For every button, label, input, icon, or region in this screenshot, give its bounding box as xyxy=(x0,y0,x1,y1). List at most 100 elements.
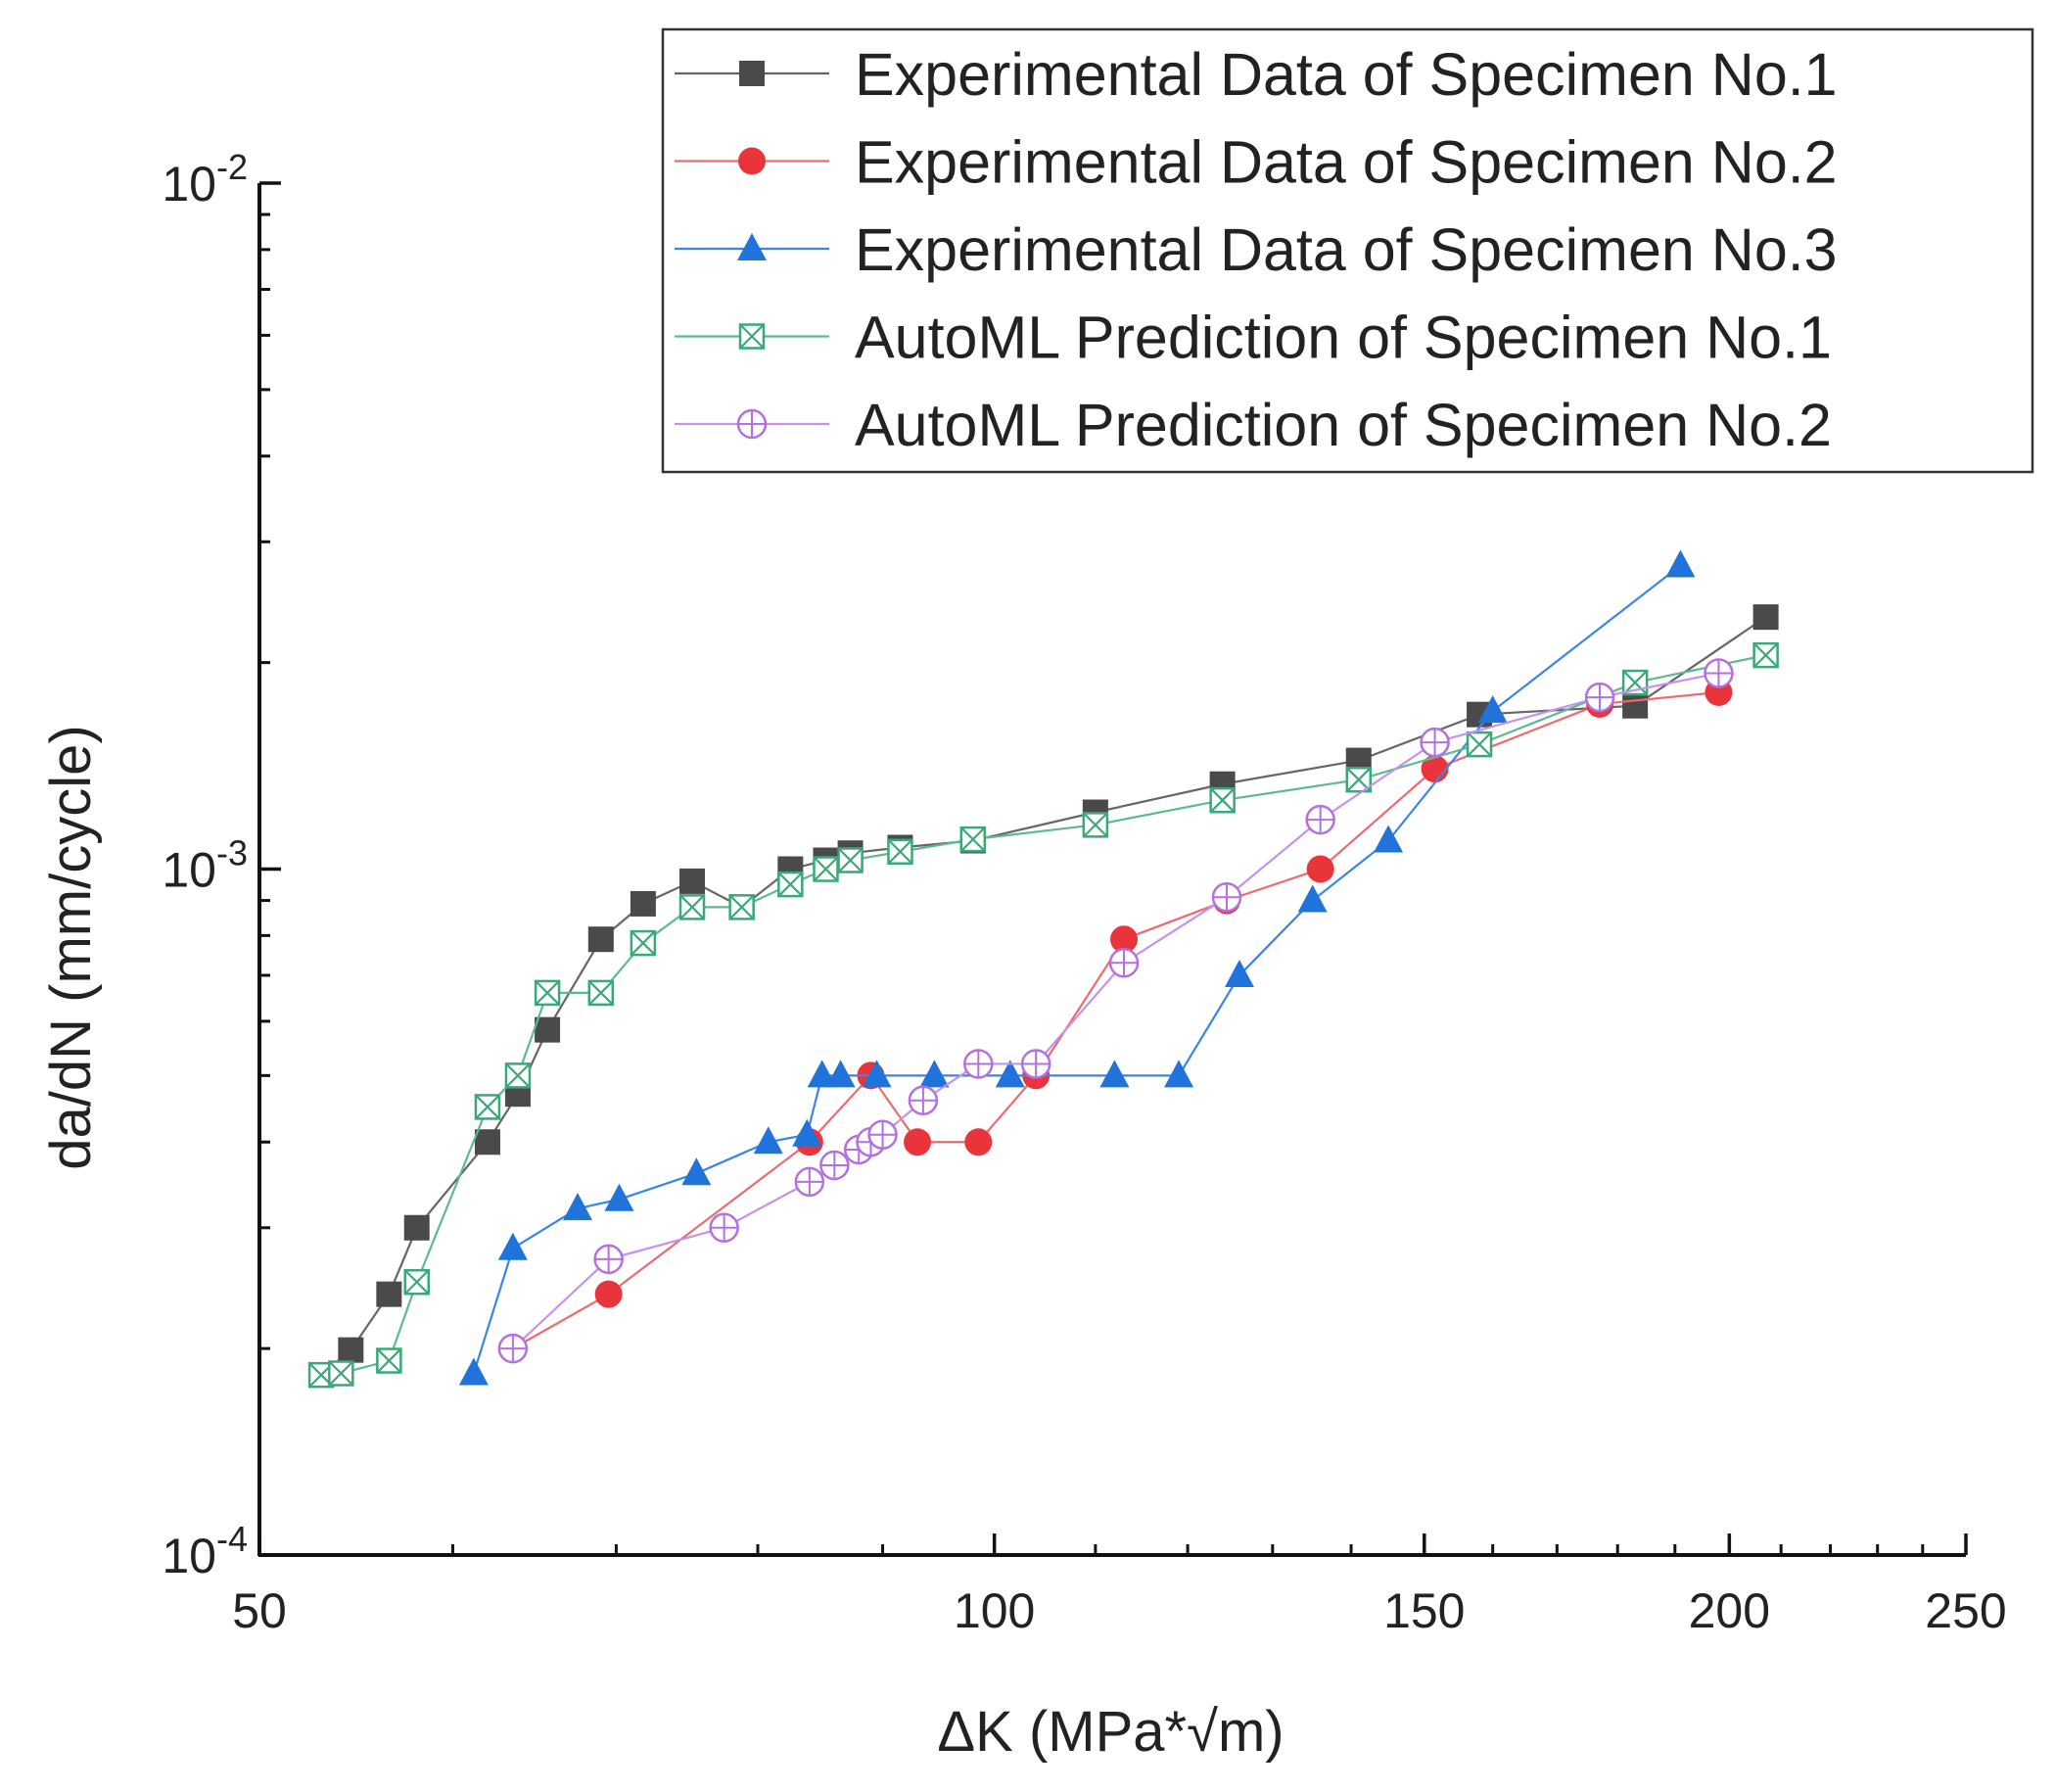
data-point xyxy=(403,1268,430,1296)
marker-cross xyxy=(739,323,765,350)
data-point xyxy=(728,894,755,920)
data-point xyxy=(376,1281,402,1307)
marker-cross xyxy=(728,894,755,920)
data-point xyxy=(1704,658,1734,688)
marker-cross xyxy=(1752,642,1779,668)
marker-cross xyxy=(588,980,614,1006)
legend-label: Experimental Data of Specimen No.1 xyxy=(855,41,1838,108)
data-point xyxy=(474,1129,500,1155)
series-1 xyxy=(308,604,1779,1389)
data-point xyxy=(919,1060,950,1088)
series-line xyxy=(512,690,1719,1350)
data-point xyxy=(587,926,614,953)
x-tick-label: 100 xyxy=(954,1583,1035,1638)
y-tick-label: 10-3 xyxy=(162,833,248,898)
marker-cross xyxy=(376,1347,402,1374)
marker-cross xyxy=(1209,787,1236,813)
data-point xyxy=(753,1126,783,1155)
data-point xyxy=(1306,855,1334,883)
legend-marker xyxy=(737,233,767,260)
data-point xyxy=(904,1128,932,1156)
legend-label: AutoML Prediction of Specimen No.2 xyxy=(855,392,1832,458)
series-2 xyxy=(498,678,1733,1363)
data-point xyxy=(535,1016,561,1043)
legend-item-2: Experimental Data of Specimen No.2 xyxy=(675,129,1838,196)
marker-cross xyxy=(403,1269,430,1296)
data-point xyxy=(604,1183,634,1211)
data-point xyxy=(678,894,706,920)
marker-cross xyxy=(1345,767,1372,792)
data-point xyxy=(1209,786,1236,814)
data-point xyxy=(403,1214,430,1241)
data-point xyxy=(837,847,864,873)
data-point xyxy=(1164,1060,1194,1088)
data-point xyxy=(963,1049,994,1079)
x-tick-label: 200 xyxy=(1689,1583,1770,1638)
series-line xyxy=(320,616,1767,1376)
data-point xyxy=(1224,960,1254,988)
data-point xyxy=(338,1337,364,1363)
data-point xyxy=(825,1060,856,1088)
marker-cross xyxy=(1083,812,1108,838)
data-point xyxy=(630,890,656,917)
data-point xyxy=(587,979,615,1007)
y-tick-label: 10-2 xyxy=(162,147,248,212)
data-point xyxy=(1584,682,1615,713)
legend-item-3: Experimental Data of Specimen No.3 xyxy=(675,216,1838,283)
data-point xyxy=(1297,884,1328,913)
marker-cross xyxy=(813,856,839,882)
data-point xyxy=(1466,731,1493,758)
data-point xyxy=(709,1212,739,1244)
data-point xyxy=(563,1193,593,1221)
data-point xyxy=(1108,947,1140,978)
y-axis-title: da/dN (mm/cycle) xyxy=(39,725,103,1169)
marker-cross xyxy=(475,1094,500,1120)
data-point xyxy=(794,1166,825,1198)
data-point xyxy=(887,838,913,866)
legend-label: Experimental Data of Specimen No.3 xyxy=(855,216,1838,283)
marker-cross xyxy=(1622,670,1648,695)
marker-cross xyxy=(328,1360,354,1387)
legend-marker xyxy=(738,147,766,175)
data-point xyxy=(594,1280,623,1308)
data-point xyxy=(328,1360,354,1387)
data-point xyxy=(534,979,561,1007)
x-tick-label: 150 xyxy=(1383,1583,1465,1638)
y-tick-label: 10-4 xyxy=(162,1519,248,1583)
marker-cross xyxy=(1467,731,1492,757)
series-line xyxy=(472,564,1682,1374)
legend-label: AutoML Prediction of Specimen No.1 xyxy=(855,305,1832,371)
legend-label: Experimental Data of Specimen No.2 xyxy=(855,129,1838,196)
data-point xyxy=(1752,641,1779,669)
data-point xyxy=(1110,925,1139,954)
data-point xyxy=(681,1157,712,1186)
data-point xyxy=(1420,727,1450,758)
marker-cross xyxy=(535,980,560,1006)
marker-cross xyxy=(631,930,656,956)
x-tick-label: 50 xyxy=(232,1583,287,1638)
data-point xyxy=(474,1094,501,1120)
axes: 10-2 10-3 10-450 100 150 200 250 ΔK (MPa*√m) da/… xyxy=(39,147,2007,1764)
legend-marker xyxy=(736,408,768,440)
data-point xyxy=(1665,549,1696,578)
series-5 xyxy=(497,658,1734,1364)
legend: Experimental Data of Specimen No.1 Experi… xyxy=(661,27,2034,474)
series-4 xyxy=(307,641,1779,1389)
data-point xyxy=(867,1119,898,1150)
marker-cross xyxy=(960,826,986,852)
data-point xyxy=(458,1357,489,1386)
data-point xyxy=(1020,1049,1051,1079)
data-point xyxy=(807,1060,837,1088)
series-line xyxy=(321,654,1766,1377)
data-point xyxy=(497,1333,529,1364)
data-point xyxy=(908,1085,939,1115)
data-point xyxy=(792,1118,822,1147)
legend-marker xyxy=(738,323,766,350)
data-point xyxy=(995,1060,1025,1088)
data-point xyxy=(1374,825,1404,853)
marker-cross xyxy=(777,872,804,897)
data-point xyxy=(376,1347,402,1374)
data-point xyxy=(862,1060,892,1088)
legend-box xyxy=(661,27,2034,474)
